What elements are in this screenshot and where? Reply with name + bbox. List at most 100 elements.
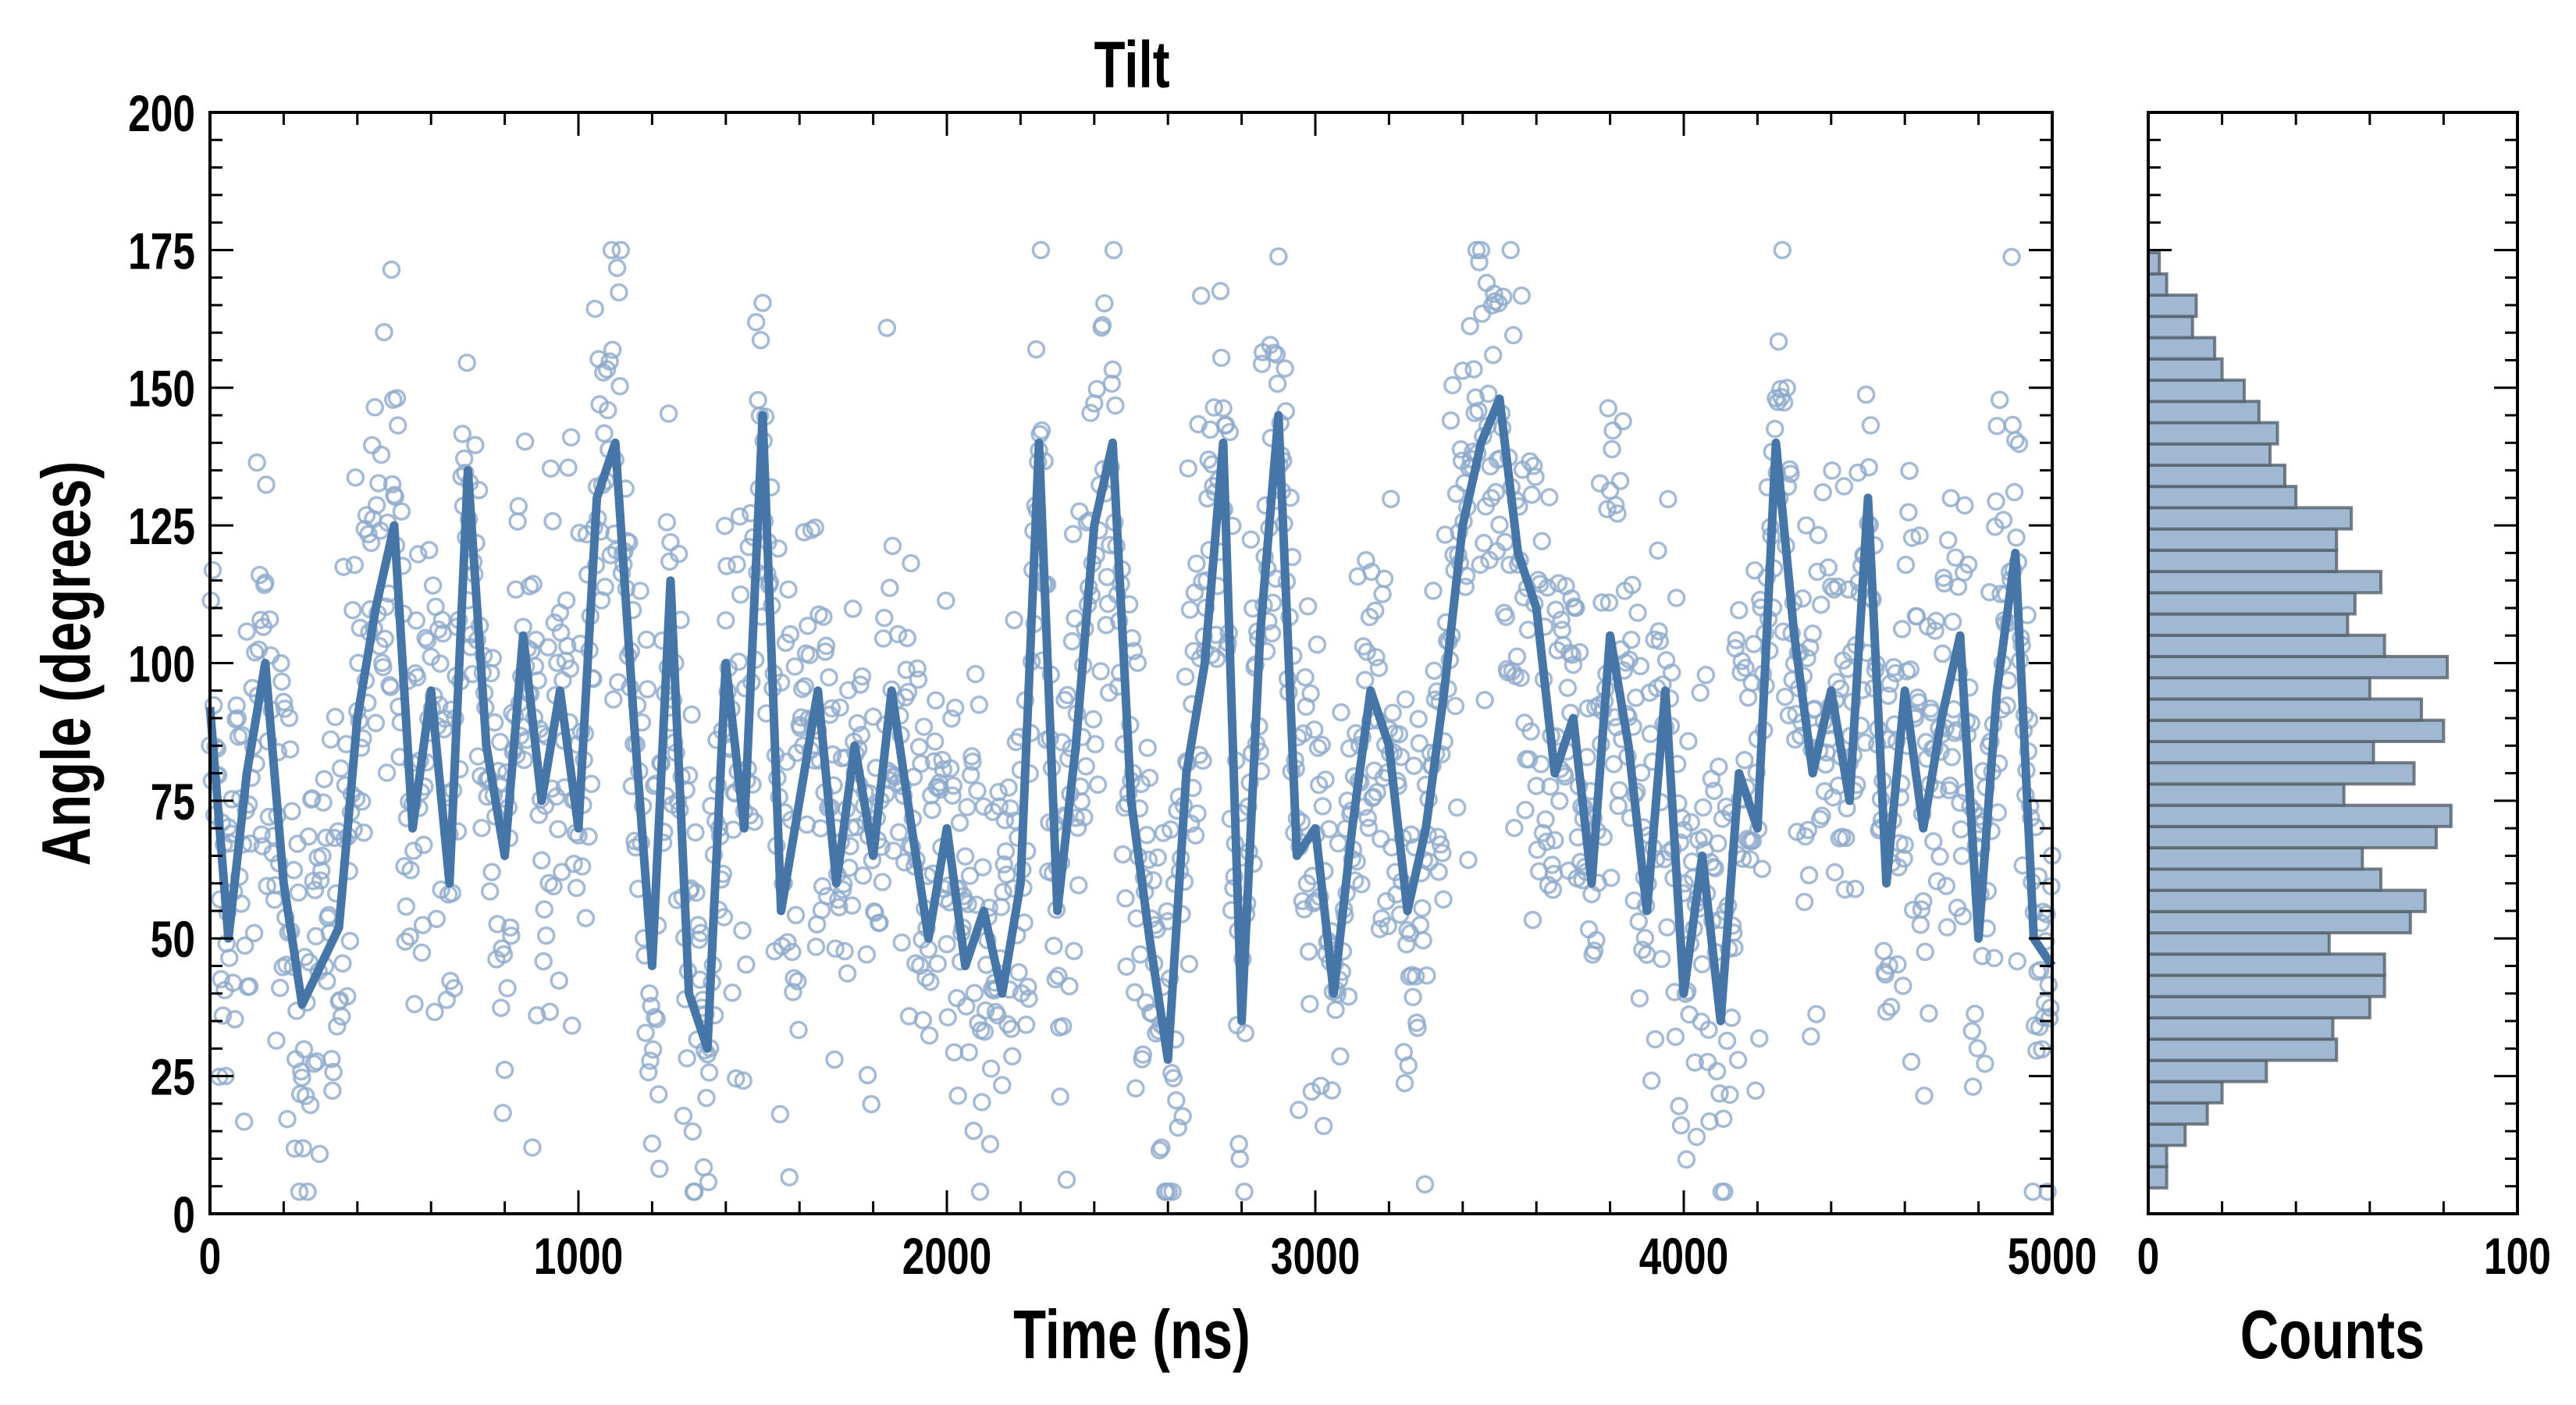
smoothed-line — [205, 394, 2056, 1064]
scatter-point — [423, 576, 443, 595]
scatter-point — [1019, 989, 1038, 1008]
scatter-point — [970, 695, 989, 714]
scatter-point — [453, 425, 472, 443]
scatter-point — [595, 424, 614, 443]
scatter-point — [203, 560, 222, 580]
scatter-point — [852, 667, 872, 686]
scatter-point — [1901, 660, 1920, 679]
scatter-point — [1587, 930, 1606, 950]
scatter-point — [1211, 282, 1230, 301]
scatter-point — [1340, 739, 1359, 758]
scatter-point — [332, 1007, 351, 1026]
histogram-bar — [2147, 931, 2331, 956]
scatter-point — [1698, 1052, 1717, 1072]
scatter-point — [731, 585, 750, 604]
scatter-point — [2006, 431, 2025, 450]
scatter-point — [1670, 1097, 1688, 1115]
scatter-point — [1823, 461, 1841, 480]
scatter-point — [313, 846, 332, 866]
scatter-point — [1930, 847, 1949, 866]
scatter-point — [1002, 1019, 1021, 1038]
scatter-point — [938, 1008, 957, 1027]
scatter-point — [1332, 702, 1350, 722]
scatter-point — [1472, 304, 1492, 323]
scatter-point — [1088, 775, 1108, 795]
scatter-point — [1267, 345, 1286, 364]
scatter-point — [1126, 1079, 1145, 1098]
scatter-point — [326, 707, 345, 727]
scatter-point — [1312, 735, 1332, 755]
scatter-point — [1204, 398, 1223, 417]
chart-title: Tilt — [1094, 28, 1169, 101]
scatter-point — [1610, 781, 1629, 800]
scatter-point — [923, 800, 941, 820]
histogram-bar — [2147, 1058, 2268, 1083]
scatter-point — [806, 518, 825, 537]
scatter-point — [1179, 955, 1199, 973]
scatter-point — [1339, 987, 1358, 1006]
scatter-point — [1522, 486, 1542, 504]
scatter-point — [1369, 658, 1389, 678]
scatter-point — [294, 1139, 312, 1158]
scatter-point — [728, 555, 746, 574]
scatter-point — [976, 1001, 995, 1020]
scatter-point — [1802, 1027, 1820, 1046]
histogram-bar — [2147, 761, 2416, 786]
scatter-point — [1241, 530, 1261, 549]
scatter-point — [279, 709, 299, 727]
histogram-bar — [2147, 251, 2161, 276]
scatter-point — [964, 1122, 983, 1140]
scatter-point — [1443, 375, 1462, 395]
histogram-bar — [2147, 357, 2224, 382]
scatter-point — [1614, 411, 1632, 431]
scatter-point — [1019, 977, 1037, 996]
scatter-point — [727, 1069, 745, 1088]
scatter-point — [1746, 1081, 1765, 1100]
scatter-point — [1603, 439, 1621, 459]
scatter-point — [472, 819, 491, 838]
scatter-point — [1229, 1134, 1248, 1154]
scatter-point — [944, 776, 963, 795]
scatter-point — [558, 636, 577, 656]
scatter-point — [1938, 531, 1958, 550]
scatter-point — [957, 997, 976, 1016]
scatter-point — [1926, 621, 1944, 640]
scatter-point — [785, 657, 805, 676]
histogram-bar — [2147, 655, 2450, 680]
scatter-point — [1308, 635, 1327, 654]
scatter-point — [638, 680, 657, 699]
scatter-point — [1902, 528, 1922, 547]
scatter-point — [1505, 818, 1524, 838]
scatter-point — [382, 475, 402, 494]
scatter-point — [1692, 955, 1712, 974]
scatter-point — [415, 835, 433, 855]
scatter-point — [937, 591, 955, 610]
scatter-point — [1464, 360, 1483, 379]
scatter-point — [543, 512, 562, 531]
scatter-point — [1235, 1183, 1254, 1201]
scatter-point — [1446, 484, 1466, 503]
scatter-point — [647, 1009, 667, 1029]
scatter-point — [1681, 813, 1701, 832]
scatter-point — [643, 1040, 663, 1059]
scatter-point — [1520, 750, 1539, 769]
scatter-point — [366, 713, 386, 733]
scatter-point — [970, 1183, 990, 1201]
scatter-point — [1952, 846, 1972, 866]
scatter-point — [920, 1026, 939, 1045]
scatter-point — [1032, 421, 1051, 440]
scatter-point — [1793, 589, 1812, 608]
scatter-point — [280, 740, 300, 759]
scatter-point — [751, 330, 770, 350]
scatter-point — [1553, 621, 1571, 639]
scatter-point — [1795, 892, 1814, 912]
scatter-point — [1710, 757, 1728, 777]
scatter-point — [234, 1112, 254, 1131]
x-tick-label: 5000 — [2008, 1227, 2097, 1286]
scatter-point — [1140, 768, 1159, 788]
scatter-point — [649, 1085, 668, 1104]
histogram-bar — [2147, 400, 2261, 425]
scatter-point — [842, 896, 862, 915]
scatter-point — [361, 533, 381, 553]
scatter-point — [1848, 463, 1867, 482]
